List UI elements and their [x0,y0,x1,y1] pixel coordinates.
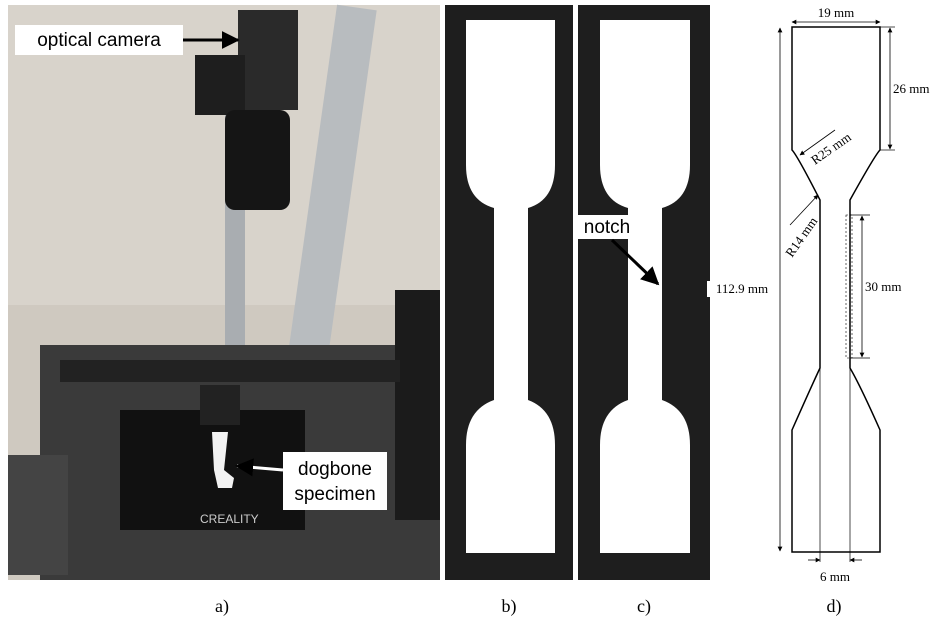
dimension: 112.9 mm [716,281,768,296]
dimension: R25 mm [808,129,854,167]
notch-label: notch [584,217,630,238]
caption: c) [637,596,651,617]
caption: a) [215,596,229,617]
dimension: 26 mm [893,81,929,96]
dimension: R14 mm [782,214,820,260]
caption: d) [827,596,842,617]
specimen-label: specimen [294,484,375,505]
camera-label: optical camera [37,30,161,51]
caption: b) [502,596,517,617]
figure: CREALITY optical camera dogbone specimen… [0,0,940,623]
brand-text: CREALITY [200,512,259,526]
dimension: 19 mm [818,5,854,20]
specimen-label: dogbone [298,459,372,480]
dimension: 6 mm [820,569,850,584]
dimension: 30 mm [865,279,901,294]
